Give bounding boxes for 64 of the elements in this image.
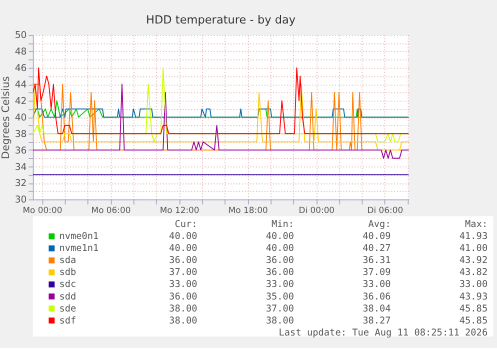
text: 36.00 [266, 255, 294, 266]
text: 40.00 [266, 243, 294, 254]
legend-label: nvme0n1 [59, 231, 100, 242]
y-tick-label: 32 [14, 178, 27, 190]
text: 38.27 [362, 315, 391, 326]
text: Last update: Tue Aug 11 08:25:11 2026 [278, 327, 488, 338]
y-tick-label: 44 [14, 80, 27, 91]
y-tick-label: 48 [14, 46, 27, 58]
y-tick-label: 46 [14, 63, 27, 74]
legend-label: sdd [59, 291, 76, 302]
x-tick-label: Di 06:00 [367, 204, 404, 215]
text: Avg: [368, 219, 391, 230]
y-axis-title: Degrees Celsius [0, 76, 12, 160]
chart-title: HDD temperature - by day [146, 14, 296, 27]
legend-label: sde [59, 303, 76, 314]
text: 45.85 [459, 315, 488, 326]
text: 43.92 [459, 255, 488, 266]
text: 40.00 [169, 231, 198, 242]
text: 40.00 [169, 243, 198, 254]
text: Cur: [174, 219, 198, 230]
text: 37.00 [169, 267, 198, 278]
legend-label: sdb [59, 267, 76, 278]
text: 36.00 [169, 255, 198, 266]
text: 36.00 [169, 291, 198, 302]
text: 36.06 [362, 291, 392, 302]
legend-label: sdf [59, 315, 76, 326]
text: 43.82 [459, 267, 488, 278]
legend-label: sda [59, 255, 76, 266]
y-tick-label: 40 [14, 112, 27, 124]
y-tick-label: 38 [14, 128, 27, 140]
text: 45.85 [459, 303, 488, 314]
y-tick-label: 42 [14, 96, 27, 108]
text: 36.31 [362, 255, 392, 266]
text: 38.00 [266, 315, 294, 326]
text: 33.00 [169, 279, 198, 290]
text: 35.00 [266, 291, 294, 302]
text: 41.00 [459, 243, 488, 254]
y-tick-label: 30 [14, 194, 27, 206]
text: 37.00 [266, 303, 294, 314]
text: 38.00 [169, 315, 198, 326]
text: 38.00 [169, 303, 198, 314]
text: Min: [271, 219, 294, 230]
y-tick-label: 50 [14, 30, 27, 42]
legend-label: nvme1n1 [59, 243, 100, 254]
x-tick-label: Mo 12:00 [160, 204, 200, 215]
text: 33.00 [459, 279, 488, 290]
text: 40.00 [266, 231, 294, 242]
text: 37.09 [362, 267, 392, 278]
legend-label: sdc [59, 279, 76, 290]
text: 40.27 [362, 243, 391, 254]
text: 40.09 [362, 231, 392, 242]
text: 36.00 [266, 267, 294, 278]
x-tick-label: Di 00:00 [298, 204, 335, 215]
text: Max: [465, 219, 488, 230]
text: 33.00 [362, 279, 392, 290]
text: 43.93 [459, 291, 488, 302]
y-tick-label: 36 [14, 145, 27, 156]
x-tick-label: Mo 18:00 [228, 204, 268, 215]
x-tick-label: Mo 00:00 [22, 204, 62, 215]
text: 38.04 [362, 303, 392, 314]
x-tick-label: Mo 06:00 [91, 204, 131, 215]
text: 41.93 [459, 231, 488, 242]
text: 33.00 [266, 279, 294, 290]
y-tick-label: 34 [14, 162, 27, 173]
